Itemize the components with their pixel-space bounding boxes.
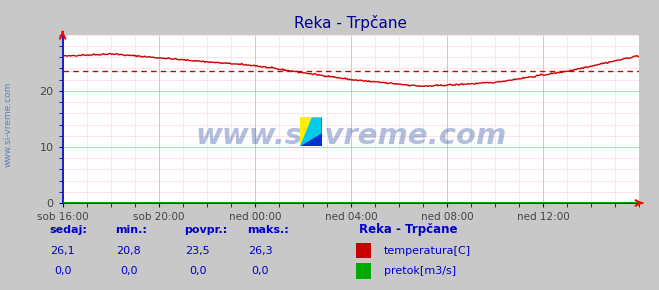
Text: 23,5: 23,5 [185, 246, 210, 256]
Polygon shape [300, 117, 322, 146]
Text: povpr.:: povpr.: [185, 225, 228, 235]
Text: 20,8: 20,8 [116, 246, 141, 256]
Polygon shape [300, 117, 322, 146]
Text: www.si-vreme.com: www.si-vreme.com [3, 82, 13, 167]
Title: Reka - Trpčane: Reka - Trpčane [295, 15, 407, 31]
Text: 0,0: 0,0 [54, 266, 71, 276]
Text: www.si-vreme.com: www.si-vreme.com [195, 122, 507, 150]
Text: 0,0: 0,0 [189, 266, 206, 276]
Text: sedaj:: sedaj: [49, 225, 87, 235]
Text: maks.:: maks.: [247, 225, 289, 235]
Text: 0,0: 0,0 [252, 266, 269, 276]
Text: pretok[m3/s]: pretok[m3/s] [384, 266, 456, 276]
Text: 26,1: 26,1 [50, 246, 75, 256]
Text: 0,0: 0,0 [120, 266, 137, 276]
Text: temperatura[C]: temperatura[C] [384, 246, 471, 256]
Polygon shape [300, 117, 322, 146]
Text: Reka - Trpčane: Reka - Trpčane [359, 224, 457, 236]
Text: 26,3: 26,3 [248, 246, 273, 256]
Text: min.:: min.: [115, 225, 147, 235]
